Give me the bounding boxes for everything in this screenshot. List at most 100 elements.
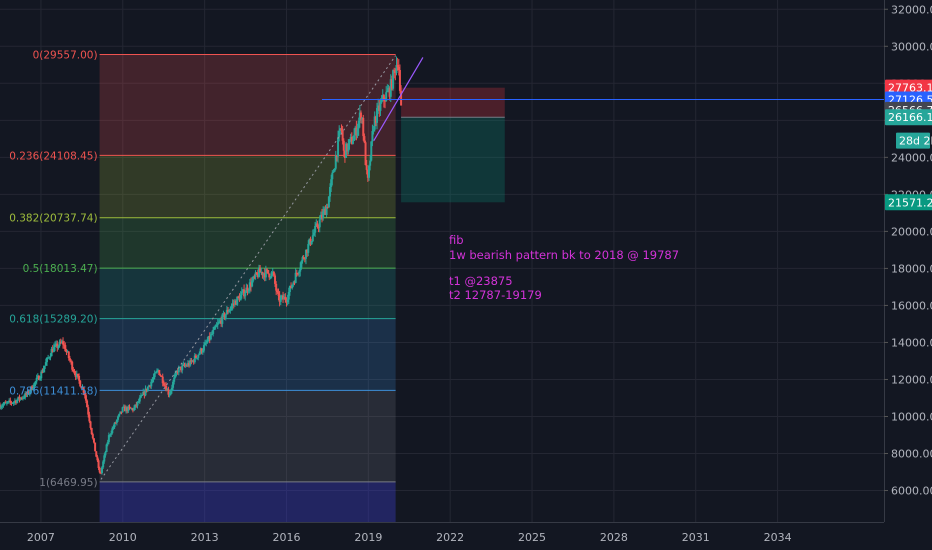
candle-body [80, 386, 83, 389]
trend-line[interactable] [373, 57, 424, 141]
candle-body [17, 396, 20, 400]
time-tick-label: 2016 [272, 531, 300, 544]
candle-body [57, 346, 60, 349]
candle-body [239, 294, 242, 301]
candle-body [190, 360, 193, 362]
candle-body [282, 295, 285, 300]
candle-body [291, 284, 294, 289]
candle-body [364, 142, 367, 166]
candle-body [331, 172, 334, 180]
fib-level-label: 1(6469.95) [39, 477, 97, 489]
stop-loss-zone [401, 87, 505, 118]
candle-body [105, 444, 108, 453]
candle-body [44, 362, 47, 366]
candle-body [270, 272, 273, 278]
candle-body [327, 196, 330, 208]
candle-body [16, 399, 19, 403]
fib-level-label: 0.786(11411.58) [9, 385, 97, 397]
candle-body [152, 377, 155, 380]
candle-body [263, 273, 266, 278]
candle-body [172, 381, 175, 388]
candle-body [56, 343, 59, 349]
candle-body [115, 419, 118, 423]
candle-body [79, 380, 82, 387]
candle-body [326, 206, 329, 208]
candle-body [36, 375, 39, 378]
candle-body [310, 241, 313, 245]
fib-zone [99, 217, 396, 269]
candle-body [12, 402, 15, 404]
candle-body [274, 275, 277, 284]
price-tick-label: 24000.00 [891, 151, 932, 164]
candle-body [222, 313, 225, 315]
candle-body [19, 397, 22, 400]
candle-body [347, 143, 350, 152]
candle-body [363, 136, 366, 143]
candle-body [309, 238, 312, 245]
short-position-tool[interactable] [401, 87, 505, 203]
candle-body [5, 402, 8, 404]
candle-body [267, 269, 270, 274]
candle-body [262, 273, 265, 276]
time-tick-label: 2010 [109, 531, 137, 544]
candle-body [317, 227, 320, 229]
candle-body [216, 323, 219, 326]
candle-body [276, 290, 279, 293]
candle-body [284, 296, 287, 301]
candle-body [139, 395, 142, 398]
candle-body [400, 90, 403, 106]
candle-body [178, 366, 181, 368]
candle-body [91, 434, 94, 439]
candle-body [59, 341, 62, 343]
candle-body [10, 402, 13, 404]
candle-body [381, 95, 384, 100]
candle-body [125, 407, 128, 412]
candle-body [198, 353, 201, 355]
candle-body [161, 376, 164, 384]
candle-body [299, 267, 302, 272]
candle-body [319, 214, 322, 220]
candle-body [370, 141, 373, 161]
candle-body [202, 345, 205, 351]
candle-body [372, 129, 375, 132]
candle-body [292, 282, 295, 285]
candle-body [166, 389, 169, 391]
candle-body [361, 117, 364, 120]
fib-level-label: 0.618(15289.20) [9, 314, 97, 326]
candle-body [149, 385, 152, 387]
candle-body [180, 366, 183, 371]
candle-body [376, 108, 379, 123]
fibonacci-retracement[interactable] [99, 53, 396, 522]
candle-body [106, 442, 109, 445]
fib-trend-line[interactable] [100, 55, 397, 480]
candle-body [13, 400, 16, 403]
candle-body [95, 451, 98, 457]
candle-body [129, 407, 132, 409]
candle-body [378, 105, 381, 111]
time-axis[interactable]: 2007 2010 2013 2016 2019 2022 2025 2028 2031 2034 [0, 522, 932, 550]
candle-body [213, 326, 216, 330]
candle-body [194, 355, 197, 358]
candle-body [15, 400, 18, 403]
candle-body [158, 370, 161, 375]
candle-body [49, 356, 52, 358]
candle-body [236, 296, 239, 305]
drawings[interactable] [100, 55, 884, 480]
candle-body [204, 342, 207, 346]
candle-body [337, 137, 340, 157]
candle-body [210, 333, 213, 335]
candle-body [345, 143, 348, 158]
candle-body [63, 344, 66, 346]
candle-body [173, 377, 176, 382]
time-tick-label: 2022 [436, 531, 464, 544]
candle-body [123, 406, 126, 412]
candle-body [87, 407, 90, 415]
fib-zone [99, 54, 396, 156]
candle-body [146, 386, 149, 391]
candle-body [55, 343, 58, 345]
candle-body [144, 388, 147, 396]
candle-body [244, 292, 247, 297]
candle-body [369, 160, 372, 166]
candle-body [3, 402, 6, 405]
